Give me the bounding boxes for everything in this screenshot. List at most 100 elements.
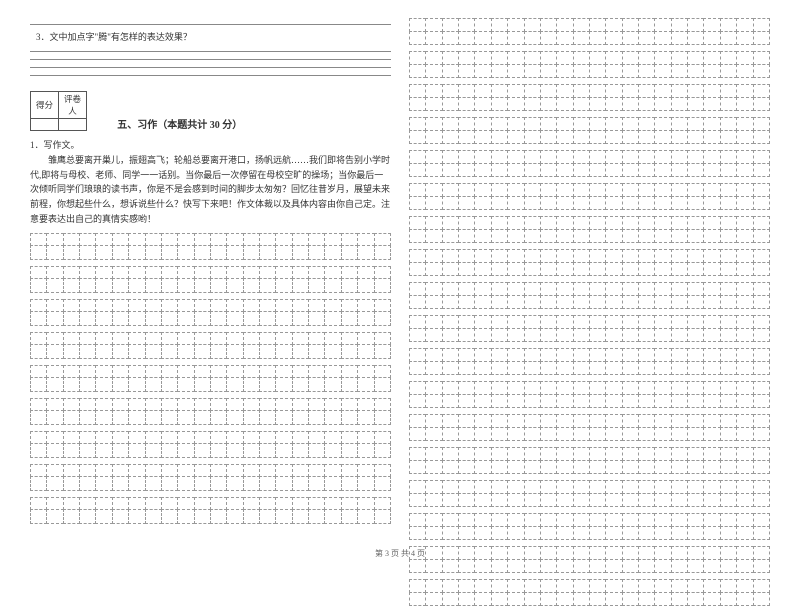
grid-cell	[210, 299, 227, 313]
grid-cell	[243, 278, 260, 293]
grid-cell	[556, 249, 573, 263]
grid-cell	[442, 130, 459, 145]
grid-cell	[605, 282, 622, 296]
grid-cell	[194, 464, 211, 478]
grid-cell	[95, 245, 112, 260]
grid-cell	[556, 163, 573, 178]
grid-cell	[654, 513, 671, 527]
grid-cell	[409, 381, 426, 395]
grid-cell	[357, 299, 374, 313]
grid-cell	[605, 51, 622, 65]
grid-row	[30, 299, 391, 313]
grid-cell	[425, 196, 442, 211]
grid-cell	[638, 117, 655, 131]
grid-cell	[292, 332, 309, 346]
grid-cell	[524, 31, 541, 46]
grid-cell	[491, 526, 508, 541]
grid-cell	[292, 464, 309, 478]
grid-cell	[589, 315, 606, 329]
grid-cell	[357, 311, 374, 326]
grid-cell	[507, 163, 524, 178]
grid-cell	[425, 163, 442, 178]
grid-cell	[46, 344, 63, 359]
grid-cell	[161, 344, 178, 359]
grid-cell	[275, 266, 292, 280]
grid-cell	[622, 262, 639, 277]
grid-cell	[507, 51, 524, 65]
grid-cell	[491, 427, 508, 442]
grid-cell	[491, 381, 508, 395]
grid-cell	[95, 410, 112, 425]
grid-cell	[442, 183, 459, 197]
grid-cell	[605, 414, 622, 428]
grid-paragraph	[409, 315, 770, 342]
grid-cell	[654, 262, 671, 277]
grid-cell	[671, 381, 688, 395]
grid-cell	[210, 344, 227, 359]
grid-cell	[622, 97, 639, 112]
grid-cell	[259, 344, 276, 359]
grid-cell	[540, 18, 557, 32]
grid-cell	[210, 509, 227, 524]
grid-cell	[442, 18, 459, 32]
grid-cell	[308, 344, 325, 359]
grid-cell	[573, 315, 590, 329]
grid-cell	[79, 476, 96, 491]
grid-cell	[308, 377, 325, 392]
grid-cell	[638, 480, 655, 494]
grid-cell	[622, 315, 639, 329]
grid-cell	[341, 266, 358, 280]
grid-cell	[243, 233, 260, 247]
grid-paragraph	[409, 51, 770, 78]
grid-row	[409, 329, 770, 343]
grid-cell	[112, 431, 129, 445]
grid-cell	[491, 97, 508, 112]
grid-cell	[63, 398, 80, 412]
grid-cell	[128, 464, 145, 478]
grid-cell	[638, 579, 655, 593]
grid-cell	[425, 150, 442, 164]
grid-cell	[605, 216, 622, 230]
grid-cell	[324, 431, 341, 445]
grid-cell	[589, 414, 606, 428]
grid-cell	[63, 410, 80, 425]
grid-cell	[753, 427, 770, 442]
grid-cell	[589, 427, 606, 442]
grid-cell	[79, 311, 96, 326]
grid-cell	[589, 51, 606, 65]
grid-cell	[671, 150, 688, 164]
question-3: 3．文中加点字"腾"有怎样的表达效果？	[30, 30, 391, 43]
grid-cell	[374, 332, 391, 346]
grid-cell	[589, 150, 606, 164]
grid-cell	[524, 183, 541, 197]
grid-cell	[507, 493, 524, 508]
grid-cell	[409, 150, 426, 164]
grid-cell	[703, 51, 720, 65]
grid-cell	[177, 344, 194, 359]
grid-cell	[442, 559, 459, 574]
grid-cell	[30, 509, 47, 524]
grid-cell	[442, 447, 459, 461]
grid-cell	[638, 526, 655, 541]
grid-cell	[63, 476, 80, 491]
grid-cell	[573, 282, 590, 296]
grid-cell	[720, 196, 737, 211]
grid-cell	[654, 328, 671, 343]
grid-cell	[458, 348, 475, 362]
grid-cell	[736, 348, 753, 362]
grid-cell	[589, 117, 606, 131]
grid-cell	[540, 394, 557, 409]
grid-cell	[409, 196, 426, 211]
grid-cell	[194, 245, 211, 260]
grid-cell	[458, 163, 475, 178]
answer-line	[30, 69, 391, 76]
grid-cell	[687, 196, 704, 211]
grid-cell	[259, 464, 276, 478]
grid-cell	[226, 332, 243, 346]
grid-cell	[507, 117, 524, 131]
grid-cell	[524, 229, 541, 244]
grid-cell	[671, 427, 688, 442]
grid-cell	[720, 64, 737, 79]
grid-cell	[409, 51, 426, 65]
grid-cell	[507, 427, 524, 442]
